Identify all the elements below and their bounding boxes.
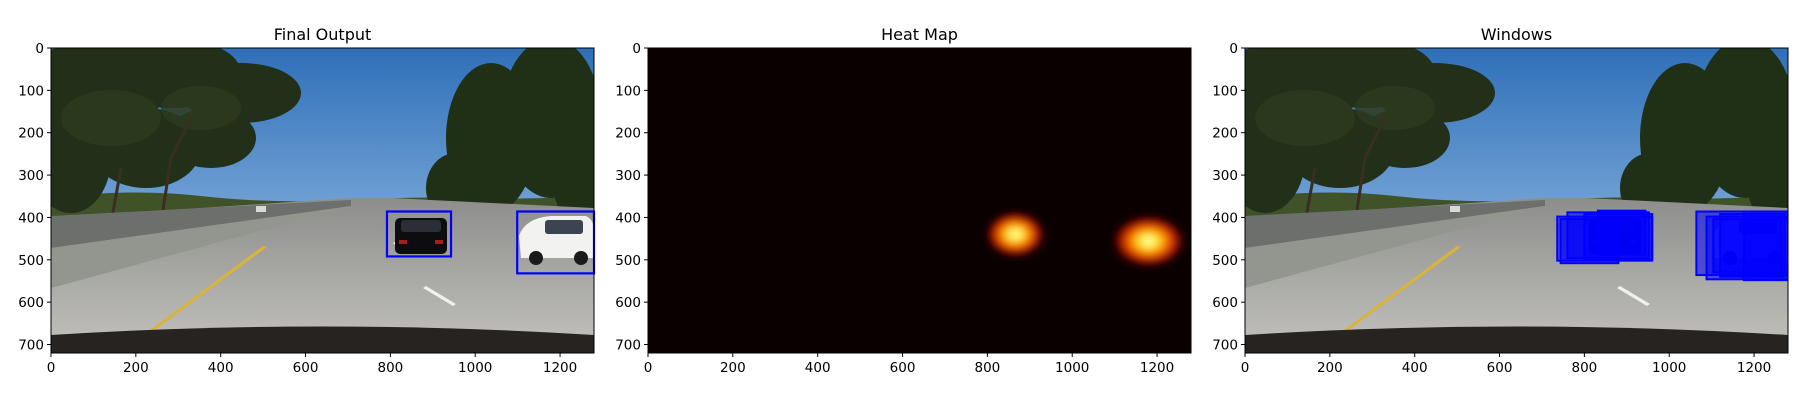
heat-hotspot <box>984 211 1046 258</box>
panel-windows: Windows 0 200 400 600 800 1000 1200 0 100 200 300… <box>1212 25 1789 376</box>
search-windows <box>1556 209 1788 282</box>
panel-heat-map: Heat Map 0 200 400 600 800 1000 1200 0 100 200 30… <box>615 25 1192 376</box>
y-tick-label: 600 <box>615 295 641 311</box>
x-tick-label: 1200 <box>543 360 577 376</box>
x-tick-label: 400 <box>805 360 831 376</box>
panel-title: Heat Map <box>881 25 958 44</box>
panel-title: Final Output <box>274 25 372 44</box>
y-tick-label: 600 <box>18 295 44 311</box>
road-image <box>51 48 594 353</box>
detection-box <box>385 210 453 258</box>
x-tick-label: 800 <box>1571 360 1597 376</box>
y-tick-label: 0 <box>35 41 44 57</box>
x-tick-label: 1200 <box>1140 360 1174 376</box>
y-tick-label: 300 <box>1212 168 1238 184</box>
search-window <box>1559 218 1620 265</box>
y-tick-label: 200 <box>1212 126 1238 142</box>
y-tick-label: 0 <box>632 41 641 57</box>
x-tick-label: 0 <box>1241 360 1250 376</box>
x-tick-label: 1000 <box>1055 360 1089 376</box>
x-tick-label: 0 <box>644 360 653 376</box>
panel-final-output: Final Output 0 200 400 600 800 1000 1200 0 100 2… <box>18 25 596 376</box>
x-tick-label: 800 <box>974 360 1000 376</box>
x-tick-label: 400 <box>208 360 234 376</box>
search-window <box>1742 210 1788 282</box>
axes-frame <box>50 47 595 354</box>
y-tick-label: 100 <box>18 83 44 99</box>
y-axis: 0 100 200 300 400 500 600 700 <box>18 41 51 354</box>
x-tick-label: 1000 <box>1652 360 1686 376</box>
y-tick-label: 400 <box>18 210 44 226</box>
y-tick-label: 700 <box>615 338 641 354</box>
y-tick-label: 200 <box>18 126 44 142</box>
x-tick-label: 400 <box>1402 360 1428 376</box>
x-tick-label: 800 <box>377 360 403 376</box>
x-tick-label: 1200 <box>1737 360 1771 376</box>
heat-hotspot <box>1111 214 1186 268</box>
y-tick-label: 500 <box>615 253 641 269</box>
x-tick-label: 0 <box>47 360 56 376</box>
y-tick-label: 700 <box>1212 338 1238 354</box>
y-tick-label: 0 <box>1229 41 1238 57</box>
x-axis: 0 200 400 600 800 1000 1200 <box>1241 353 1771 376</box>
x-axis: 0 200 400 600 800 1000 1200 <box>47 353 577 376</box>
y-tick-label: 400 <box>1212 210 1238 226</box>
panel-title: Windows <box>1481 25 1552 44</box>
x-tick-label: 1000 <box>458 360 492 376</box>
y-tick-label: 200 <box>615 126 641 142</box>
x-tick-label: 600 <box>293 360 319 376</box>
axes-frame <box>647 47 1192 354</box>
y-tick-label: 100 <box>615 83 641 99</box>
y-axis: 0 100 200 300 400 500 600 700 <box>1212 41 1245 354</box>
heatmap-hotspots <box>984 211 1186 268</box>
x-tick-label: 200 <box>720 360 746 376</box>
heatmap-background <box>648 48 1191 353</box>
y-tick-label: 300 <box>615 168 641 184</box>
x-tick-label: 600 <box>890 360 916 376</box>
x-tick-label: 200 <box>1317 360 1343 376</box>
y-tick-label: 100 <box>1212 83 1238 99</box>
y-tick-label: 600 <box>1212 295 1238 311</box>
y-tick-label: 500 <box>18 253 44 269</box>
x-axis: 0 200 400 600 800 1000 1200 <box>644 353 1174 376</box>
y-tick-label: 300 <box>18 168 44 184</box>
y-tick-label: 700 <box>18 338 44 354</box>
road-image <box>1245 48 1788 353</box>
x-tick-label: 600 <box>1487 360 1513 376</box>
x-tick-label: 200 <box>123 360 149 376</box>
y-axis: 0 100 200 300 400 500 600 700 <box>615 41 648 354</box>
y-tick-label: 400 <box>615 210 641 226</box>
axes-frame <box>1244 47 1789 354</box>
y-tick-label: 500 <box>1212 253 1238 269</box>
